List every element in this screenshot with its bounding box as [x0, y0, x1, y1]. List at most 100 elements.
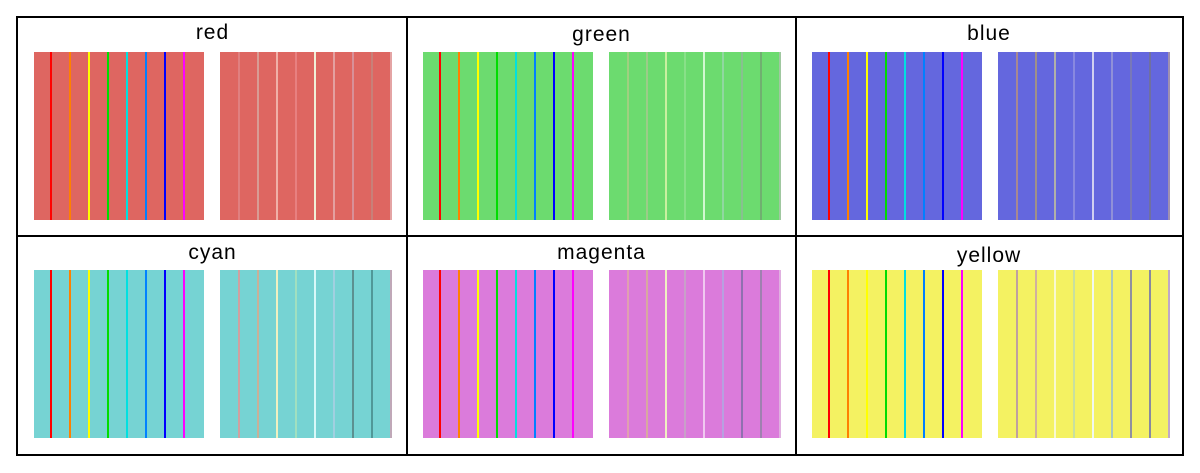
stripe	[741, 52, 743, 220]
swatch-left	[34, 52, 204, 220]
stripe	[1016, 52, 1018, 220]
stripe	[885, 270, 887, 438]
stripe	[684, 52, 686, 220]
stripe	[942, 270, 944, 438]
stripe	[847, 52, 849, 220]
stripe	[553, 270, 555, 438]
stripe	[866, 52, 868, 220]
stripe	[665, 270, 667, 438]
stripe	[496, 52, 498, 220]
stripe	[760, 52, 762, 220]
panel-title: red	[195, 21, 230, 44]
stripe	[703, 270, 705, 438]
stripe	[515, 270, 517, 438]
panel-title: magenta	[557, 241, 646, 264]
stripe	[1168, 270, 1170, 438]
stripe	[779, 52, 781, 220]
stripe	[1054, 270, 1056, 438]
stripe	[627, 52, 629, 220]
swatch-right	[609, 52, 781, 220]
stripe	[1054, 52, 1056, 220]
panel-cyan: cyan	[18, 236, 407, 454]
stripe	[390, 270, 392, 438]
stripe	[496, 270, 498, 438]
swatch-left	[34, 270, 204, 438]
stripe	[515, 52, 517, 220]
stripe	[534, 270, 536, 438]
stripe	[164, 52, 166, 220]
stripe	[627, 270, 629, 438]
stripe	[741, 270, 743, 438]
stripe	[646, 270, 648, 438]
stripe	[1035, 270, 1037, 438]
stripe	[828, 52, 830, 220]
stripe	[847, 270, 849, 438]
panel-grid: red green blue cyan magenta yellow	[16, 16, 1184, 456]
swatch-right	[998, 52, 1170, 220]
stripe	[572, 52, 574, 220]
stripe	[722, 270, 724, 438]
stripe	[904, 270, 906, 438]
stripe	[904, 52, 906, 220]
swatch-right	[220, 270, 392, 438]
stripe	[257, 270, 259, 438]
stripe	[1111, 270, 1113, 438]
swatch-right	[609, 270, 781, 438]
stripe	[295, 270, 297, 438]
stripe	[352, 52, 354, 220]
panel-title: cyan	[188, 241, 237, 264]
panel-magenta: magenta	[407, 236, 796, 454]
stripe	[885, 52, 887, 220]
stripe	[183, 270, 185, 438]
stripe	[145, 52, 147, 220]
stripe	[238, 52, 240, 220]
stripe	[164, 270, 166, 438]
stripe	[333, 52, 335, 220]
stripe	[107, 52, 109, 220]
stripe	[1149, 52, 1151, 220]
stripe	[1092, 52, 1094, 220]
panel-title: yellow	[956, 244, 1022, 267]
stripe	[183, 52, 185, 220]
stripe	[107, 270, 109, 438]
stripe	[646, 52, 648, 220]
stripe	[1016, 270, 1018, 438]
stripe	[439, 52, 441, 220]
swatch-left	[812, 270, 982, 438]
stripe	[314, 270, 316, 438]
stripe	[257, 52, 259, 220]
panel-divider-horizontal	[18, 235, 1182, 237]
stripe	[477, 52, 479, 220]
stripe	[371, 270, 373, 438]
stripe	[1092, 270, 1094, 438]
stripe	[88, 270, 90, 438]
stripe	[295, 52, 297, 220]
swatch-left	[812, 52, 982, 220]
panel-green: green	[407, 18, 796, 236]
stripe	[1111, 52, 1113, 220]
stripe	[439, 270, 441, 438]
stripe	[238, 270, 240, 438]
stripe	[703, 52, 705, 220]
stripe	[1168, 52, 1170, 220]
swatch-right	[220, 52, 392, 220]
stripe	[276, 52, 278, 220]
stripe	[477, 270, 479, 438]
stripe	[50, 270, 52, 438]
stripe	[333, 270, 335, 438]
stripe	[126, 270, 128, 438]
stripe	[828, 270, 830, 438]
stripe	[1130, 52, 1132, 220]
stripe	[534, 52, 536, 220]
swatch-left	[423, 270, 593, 438]
stripe	[1073, 270, 1075, 438]
stripe	[145, 270, 147, 438]
stripe	[69, 52, 71, 220]
stripe	[276, 270, 278, 438]
stripe	[866, 270, 868, 438]
stripe	[961, 270, 963, 438]
stripe	[722, 52, 724, 220]
stripe	[572, 270, 574, 438]
panel-title: green	[572, 23, 631, 46]
stripe	[923, 270, 925, 438]
